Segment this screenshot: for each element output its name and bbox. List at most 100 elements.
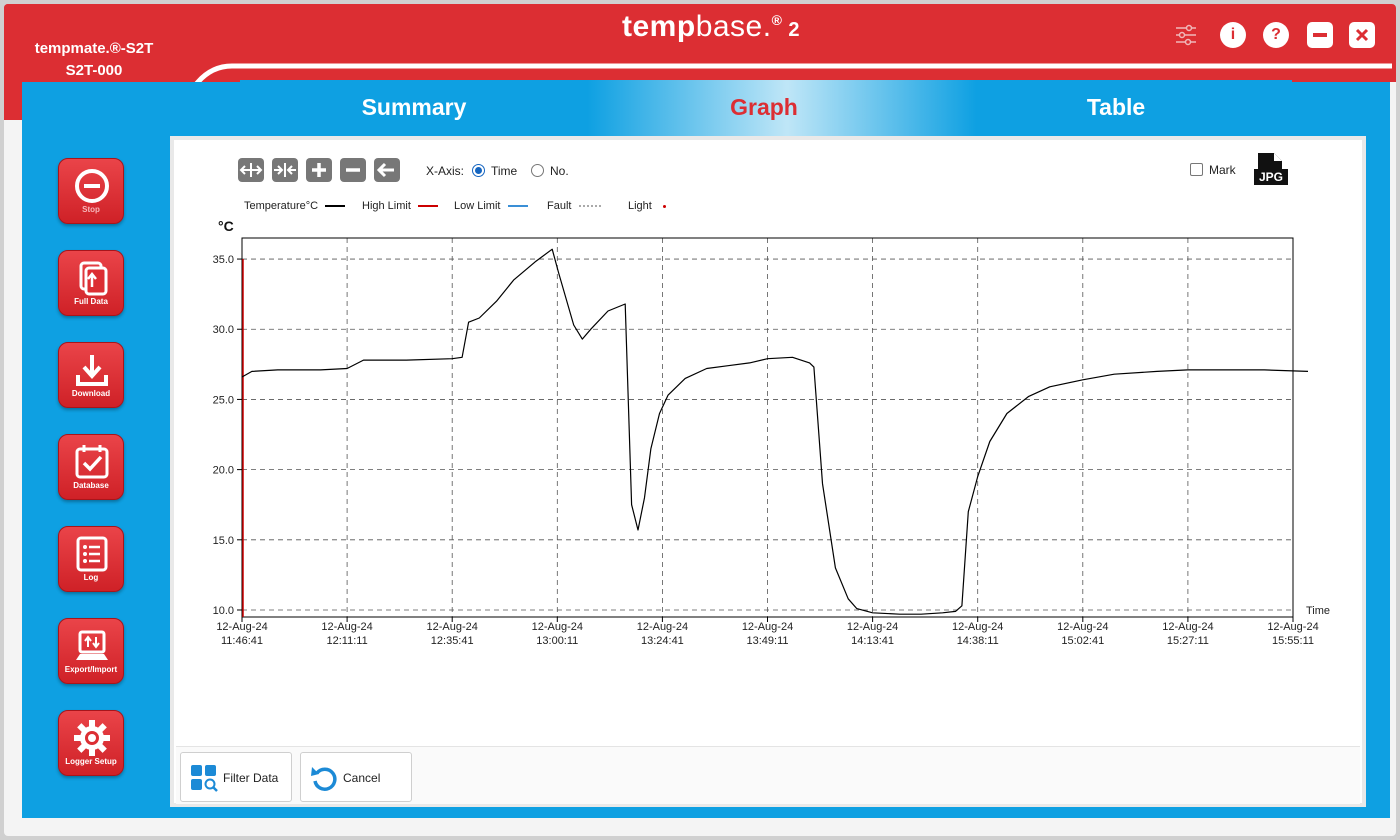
- brand-base: base.: [695, 10, 772, 43]
- jpg-label: JPG: [1258, 170, 1283, 184]
- legend-label: Temperature°C: [244, 200, 319, 212]
- y-tick-label: 15.0: [213, 535, 234, 547]
- zoom-expand-icon[interactable]: [238, 158, 264, 182]
- device-id: S2T-000: [65, 62, 123, 79]
- tab-bar: [240, 80, 1292, 136]
- minimize-icon[interactable]: [1307, 22, 1333, 48]
- x-tick-time: 13:49:11: [746, 635, 788, 647]
- device-model: tempmate.®-S2T: [34, 40, 154, 57]
- x-axis-label: Time: [1306, 605, 1330, 617]
- sidebar-item-label: Download: [71, 389, 111, 398]
- y-axis-label: °C: [218, 218, 234, 234]
- legend-swatch: [417, 205, 438, 208]
- brand-temp: temp: [622, 10, 696, 43]
- cancel-button[interactable]: Cancel: [300, 752, 412, 802]
- radio-time[interactable]: [472, 164, 485, 177]
- sidebar-item-stop[interactable]: Stop: [58, 158, 124, 224]
- tab-graph[interactable]: Graph: [730, 94, 798, 120]
- download-icon: [76, 355, 108, 386]
- filter-data-label: Filter Data: [223, 771, 279, 785]
- radio-time-label: Time: [491, 164, 518, 178]
- y-tick-label: 25.0: [213, 394, 234, 406]
- brand-version: 2: [788, 19, 801, 41]
- sidebar-item-export-import[interactable]: Export/Import: [58, 618, 124, 684]
- log-list-icon: [76, 536, 108, 572]
- sidebar-item-label: Logger Setup: [65, 757, 117, 766]
- brand-reg: ®: [771, 12, 783, 28]
- legend-swatch: [662, 204, 666, 208]
- y-tick-label: 30.0: [213, 324, 234, 336]
- y-tick-label: 20.0: [213, 465, 234, 477]
- legend-label: Light: [628, 200, 652, 212]
- x-tick-time: 13:24:41: [641, 635, 684, 647]
- x-tick-date: 12-Aug-24: [637, 621, 688, 633]
- legend-swatch: [578, 205, 601, 208]
- x-tick-date: 12-Aug-24: [532, 621, 583, 633]
- sidebar-item-logger-setup[interactable]: Logger Setup: [58, 710, 124, 776]
- stop-icon: [75, 169, 109, 203]
- radio-number[interactable]: [531, 164, 544, 177]
- sidebar-item-log[interactable]: Log: [58, 526, 124, 592]
- sidebar-item-download[interactable]: Download: [58, 342, 124, 408]
- help-glyph: ?: [1271, 26, 1281, 43]
- help-icon[interactable]: ?: [1263, 22, 1289, 48]
- sidebar-item-label: Database: [73, 481, 109, 490]
- info-icon[interactable]: i: [1220, 22, 1246, 48]
- x-tick-date: 12-Aug-24: [1267, 621, 1318, 633]
- legend-label: High Limit: [362, 200, 411, 212]
- filter-icon: [191, 765, 218, 792]
- sidebar-item-label: Log: [83, 573, 99, 582]
- settings-sliders-icon[interactable]: [1173, 22, 1199, 48]
- graph-panel: [176, 142, 1360, 744]
- jpg-export-icon[interactable]: JPG: [1254, 153, 1288, 185]
- x-tick-date: 12-Aug-24: [321, 621, 372, 633]
- zoom-in-icon[interactable]: [306, 158, 332, 182]
- app-logo: tempbase.® 2: [622, 10, 800, 44]
- mark-checkbox[interactable]: [1190, 163, 1203, 176]
- filter-data-button[interactable]: Filter Data: [180, 752, 292, 802]
- device-info: tempmate.®-S2T S2T-000: [4, 38, 184, 82]
- legend-fault: Fault: [547, 200, 601, 212]
- x-tick-date: 12-Aug-24: [742, 621, 793, 633]
- x-tick-date: 12-Aug-24: [216, 621, 267, 633]
- tab-table[interactable]: Table: [1086, 94, 1146, 120]
- sidebar-item-full-data[interactable]: Full Data: [58, 250, 124, 316]
- x-tick-time: 15:02:41: [1061, 635, 1104, 647]
- y-tick-label: 10.0: [213, 605, 234, 617]
- mark-label: Mark: [1209, 163, 1236, 177]
- zoom-out-icon[interactable]: [340, 158, 366, 182]
- x-tick-time: 15:27:11: [1167, 635, 1209, 647]
- x-tick-time: 13:00:11: [536, 635, 578, 647]
- sidebar-item-label: Export/Import: [64, 665, 118, 674]
- x-tick-time: 14:13:41: [851, 635, 894, 647]
- x-tick-date: 12-Aug-24: [952, 621, 1003, 633]
- legend-swatch: [507, 205, 528, 208]
- radio-number-label: No.: [550, 164, 569, 178]
- series-temperature-line: [241, 248, 1309, 615]
- legend-label: Low Limit: [454, 200, 501, 212]
- full-data-icon: [79, 261, 108, 296]
- x-tick-date: 12-Aug-24: [847, 621, 898, 633]
- legend-light: Light: [628, 200, 666, 212]
- legend-swatch: [325, 205, 346, 208]
- x-tick-time: 12:35:41: [431, 635, 474, 647]
- back-arrow-icon[interactable]: [374, 158, 400, 182]
- xaxis-label: X-Axis:: [426, 164, 465, 178]
- x-tick-time: 15:55:11: [1272, 635, 1314, 647]
- sidebar-item-database[interactable]: Database: [58, 434, 124, 500]
- x-tick-time: 11:46:41: [221, 635, 263, 647]
- legend-high-limit: High Limit: [362, 200, 438, 212]
- undo-icon: [311, 767, 337, 791]
- cancel-label: Cancel: [343, 771, 381, 785]
- info-glyph: i: [1230, 26, 1236, 43]
- close-icon[interactable]: [1349, 22, 1375, 48]
- sidebar-item-label: Stop: [82, 205, 100, 214]
- temperature-chart[interactable]: 35.0 30.0 25.0 20.0 15.0 10.0 12-Aug-24 11:46:4…: [0, 0, 1400, 740]
- x-tick-time: 14:38:11: [957, 635, 999, 647]
- legend-label: Fault: [547, 200, 572, 212]
- zoom-shrink-icon[interactable]: [272, 158, 298, 182]
- export-import-icon: [76, 630, 108, 660]
- legend-low-limit: Low Limit: [454, 200, 528, 212]
- tab-summary[interactable]: Summary: [361, 94, 467, 120]
